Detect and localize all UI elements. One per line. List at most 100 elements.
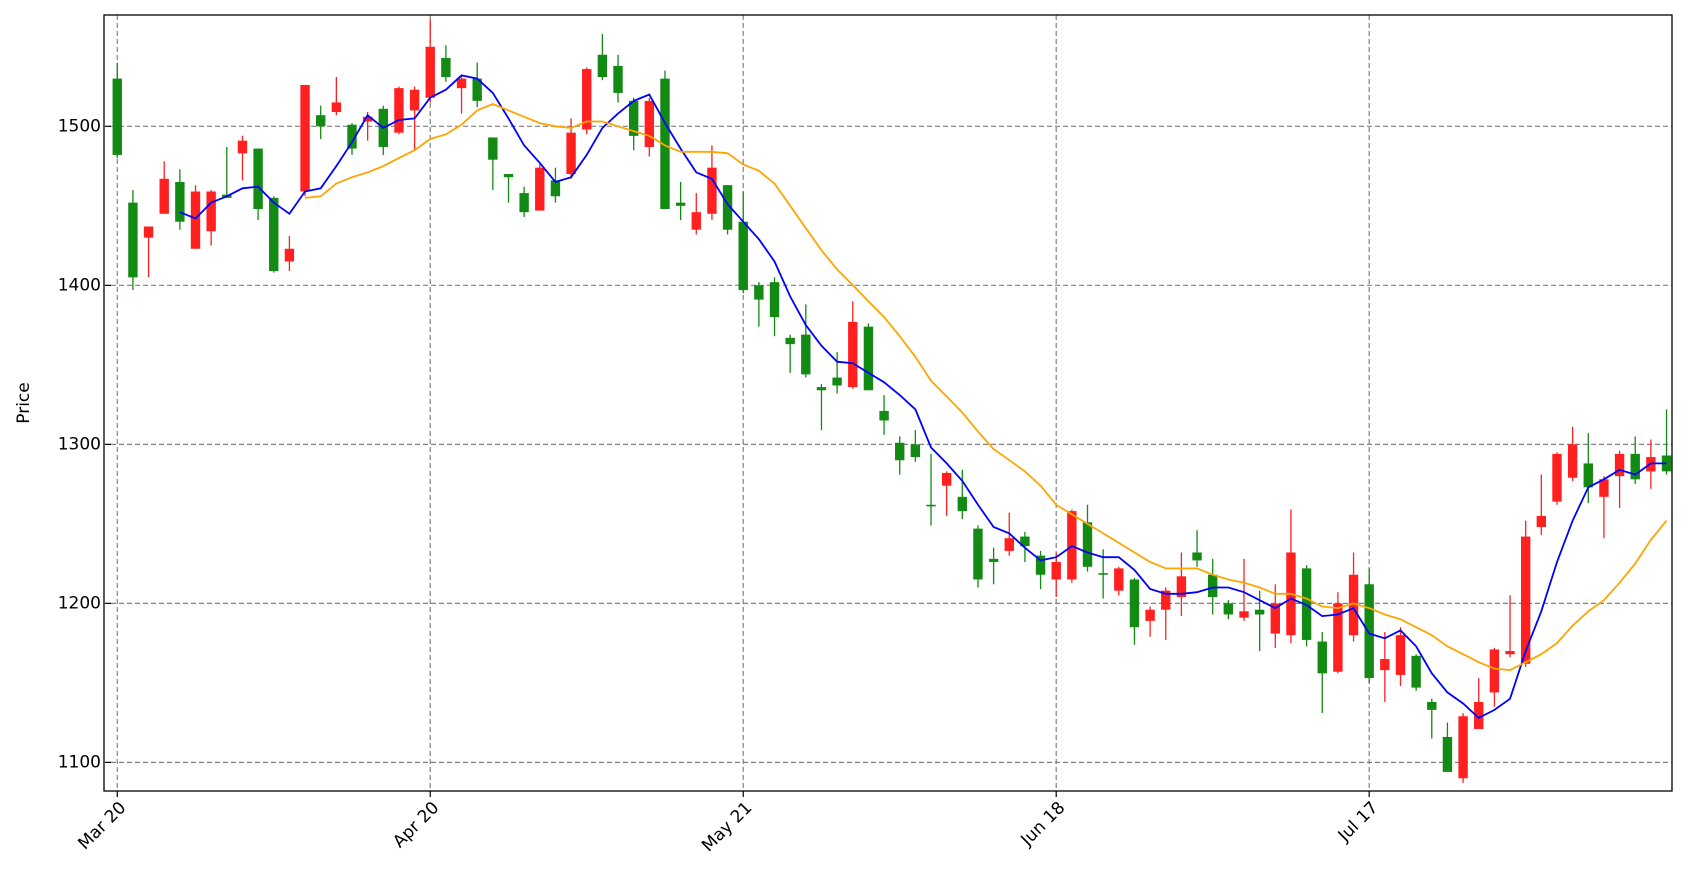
candle-body xyxy=(613,65,623,93)
candle-body xyxy=(1239,611,1249,618)
x-tick-label: Jun 18 xyxy=(1017,798,1070,851)
candle-body xyxy=(1520,536,1531,664)
candle-body xyxy=(441,57,451,78)
candle-body xyxy=(394,88,404,133)
candle-body xyxy=(488,137,498,160)
candle-body xyxy=(269,197,279,272)
candle-body xyxy=(237,140,248,154)
x-tick-label: Jul 17 xyxy=(1334,798,1382,846)
candle-body xyxy=(691,212,701,230)
candle-body xyxy=(519,193,529,213)
candle-body xyxy=(143,226,154,238)
candle-body xyxy=(1317,641,1327,674)
candle-body xyxy=(1082,522,1093,567)
candle-body xyxy=(1208,574,1218,597)
candle-body xyxy=(1364,584,1374,679)
x-tick-label: Apr 20 xyxy=(389,798,443,852)
candle-body xyxy=(722,185,733,230)
candle-body xyxy=(1114,568,1124,591)
candle-body xyxy=(1333,603,1343,672)
candle-body xyxy=(1474,701,1484,729)
candle-body xyxy=(1270,603,1280,634)
candle-body xyxy=(1552,453,1562,502)
candle-body xyxy=(128,202,138,278)
candle-body xyxy=(300,84,310,192)
candle-body xyxy=(1223,603,1234,615)
candle-body xyxy=(801,334,811,375)
x-tick-label: May 21 xyxy=(698,798,756,856)
candle-body xyxy=(707,167,717,214)
candle-body xyxy=(550,180,561,197)
candle-body xyxy=(190,191,201,249)
candle-body xyxy=(566,132,576,175)
y-tick-label: 1200 xyxy=(58,593,101,613)
candle-body xyxy=(1395,635,1406,675)
candle-body xyxy=(785,337,795,345)
y-tick-label: 1100 xyxy=(58,752,101,772)
candle-body xyxy=(1254,609,1265,615)
candle-body xyxy=(1098,573,1108,575)
candle-body xyxy=(1630,453,1640,480)
candle-body xyxy=(1020,536,1030,547)
y-tick-label: 1400 xyxy=(58,275,101,295)
candle-body xyxy=(910,444,921,458)
candle-body xyxy=(1599,479,1609,497)
candle-body xyxy=(848,321,858,388)
candle-body xyxy=(895,442,905,461)
candle-body xyxy=(1380,659,1390,671)
candle-body xyxy=(879,410,889,421)
candle-body xyxy=(253,148,263,209)
plot-frame xyxy=(103,14,1673,792)
candle-body xyxy=(1129,579,1140,628)
candle-body xyxy=(1145,609,1155,621)
candle-body xyxy=(973,528,983,580)
candle-body xyxy=(1411,655,1421,688)
candle-body xyxy=(941,472,952,486)
candle-body xyxy=(957,496,968,512)
y-axis-label: Price xyxy=(14,382,34,423)
candle-body xyxy=(738,221,748,291)
candle-body xyxy=(644,100,655,147)
candle-body xyxy=(926,504,936,507)
candle-body xyxy=(1567,444,1578,478)
candle-body xyxy=(112,78,122,155)
candle-body xyxy=(1442,736,1453,772)
candle-body xyxy=(1192,552,1202,561)
candle-body xyxy=(754,285,764,300)
candle-body xyxy=(1051,562,1061,580)
moving-average-line xyxy=(304,103,1668,672)
candle-body xyxy=(988,558,999,563)
candle-body xyxy=(582,69,592,130)
candle-body xyxy=(675,202,686,206)
candle-body xyxy=(175,181,185,222)
candle-body xyxy=(816,387,827,391)
candle-body xyxy=(660,78,670,209)
candle-body xyxy=(1458,716,1468,779)
candle-body xyxy=(1661,455,1672,472)
candle-body xyxy=(1161,590,1171,610)
candle-body xyxy=(425,46,435,98)
y-tick-label: 1500 xyxy=(58,116,101,136)
candle-body xyxy=(1035,555,1046,575)
candle-body xyxy=(503,174,514,178)
candle-body xyxy=(409,89,420,111)
candle-body xyxy=(1348,574,1359,636)
candle-body xyxy=(1505,651,1515,655)
candle-body xyxy=(863,326,874,391)
candle-body xyxy=(347,124,357,149)
candle-body xyxy=(1427,701,1437,710)
candle-body xyxy=(769,282,780,318)
candle-body xyxy=(832,377,842,386)
candle-body xyxy=(362,116,373,122)
candle-body xyxy=(472,78,482,101)
candle-body xyxy=(1489,649,1500,693)
candle-body xyxy=(1536,515,1547,528)
candle-body xyxy=(456,78,467,89)
candle-body xyxy=(1583,463,1593,488)
candle-body xyxy=(331,102,342,112)
candle-body xyxy=(1004,538,1014,551)
candle-body xyxy=(206,191,216,232)
candle-body xyxy=(597,54,608,78)
candle-body xyxy=(1614,453,1625,477)
